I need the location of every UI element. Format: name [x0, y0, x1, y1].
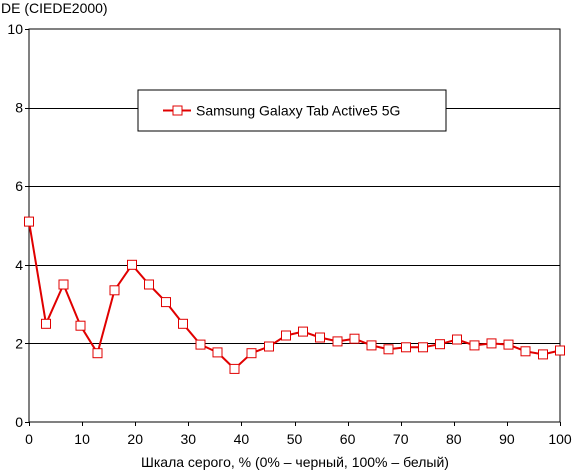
x-tick-label: 0	[25, 431, 33, 447]
data-point	[212, 347, 223, 358]
data-point	[383, 344, 394, 355]
data-point	[469, 340, 480, 351]
data-point	[401, 342, 411, 353]
legend-marker	[172, 105, 183, 116]
legend-label: Samsung Galaxy Tab Active5 5G	[196, 103, 400, 119]
y-tick-label: 4	[15, 257, 23, 273]
data-point	[195, 339, 206, 350]
data-point	[486, 338, 497, 349]
data-point	[58, 279, 69, 290]
y-tick-label: 0	[15, 414, 23, 430]
x-axis-label: Шкала серого, % (0% – черный, 100% – бел…	[141, 454, 449, 470]
x-tick-label: 100	[548, 431, 572, 447]
x-tick-label: 30	[181, 431, 197, 447]
y-axis-ticks: 0 2 4 6 8 10	[7, 21, 29, 430]
data-point	[281, 330, 291, 341]
data-point	[161, 297, 171, 308]
legend: Samsung Galaxy Tab Active5 5G	[137, 89, 447, 132]
data-point	[144, 279, 154, 290]
data-point	[24, 216, 34, 227]
data-point	[452, 334, 462, 345]
data-point	[298, 326, 308, 337]
x-tick-label: 20	[127, 431, 143, 447]
data-point	[332, 336, 343, 347]
data-point	[109, 285, 120, 296]
x-tick-label: 10	[74, 431, 90, 447]
y-axis-label: DE (CIEDE2000)	[1, 0, 108, 16]
data-point	[315, 332, 325, 343]
data-point	[435, 339, 445, 350]
x-tick-label: 50	[287, 431, 303, 447]
y-tick-label: 8	[15, 100, 23, 116]
x-axis-ticks: 0 10 20 30 40 50 60 70 80 90 100	[25, 422, 572, 447]
data-point	[555, 345, 565, 356]
x-tick-label: 80	[446, 431, 462, 447]
data-point	[75, 320, 86, 331]
y-tick-label: 2	[15, 335, 23, 351]
y-tick-label: 10	[7, 21, 23, 37]
x-tick-label: 40	[234, 431, 250, 447]
data-point	[178, 318, 188, 329]
x-tick-label: 90	[499, 431, 515, 447]
data-point	[92, 348, 103, 359]
data-point	[418, 342, 428, 353]
data-point	[349, 333, 360, 344]
y-tick-label: 6	[15, 178, 23, 194]
x-tick-label: 70	[393, 431, 409, 447]
data-point	[366, 340, 377, 351]
data-point	[127, 259, 137, 270]
data-point	[229, 363, 240, 374]
data-point	[538, 349, 548, 360]
series-layer	[24, 216, 565, 374]
x-tick-label: 60	[340, 431, 356, 447]
data-point	[264, 341, 274, 352]
data-point	[246, 348, 257, 359]
data-point	[41, 318, 51, 329]
data-point	[503, 339, 514, 350]
data-point	[520, 346, 531, 357]
